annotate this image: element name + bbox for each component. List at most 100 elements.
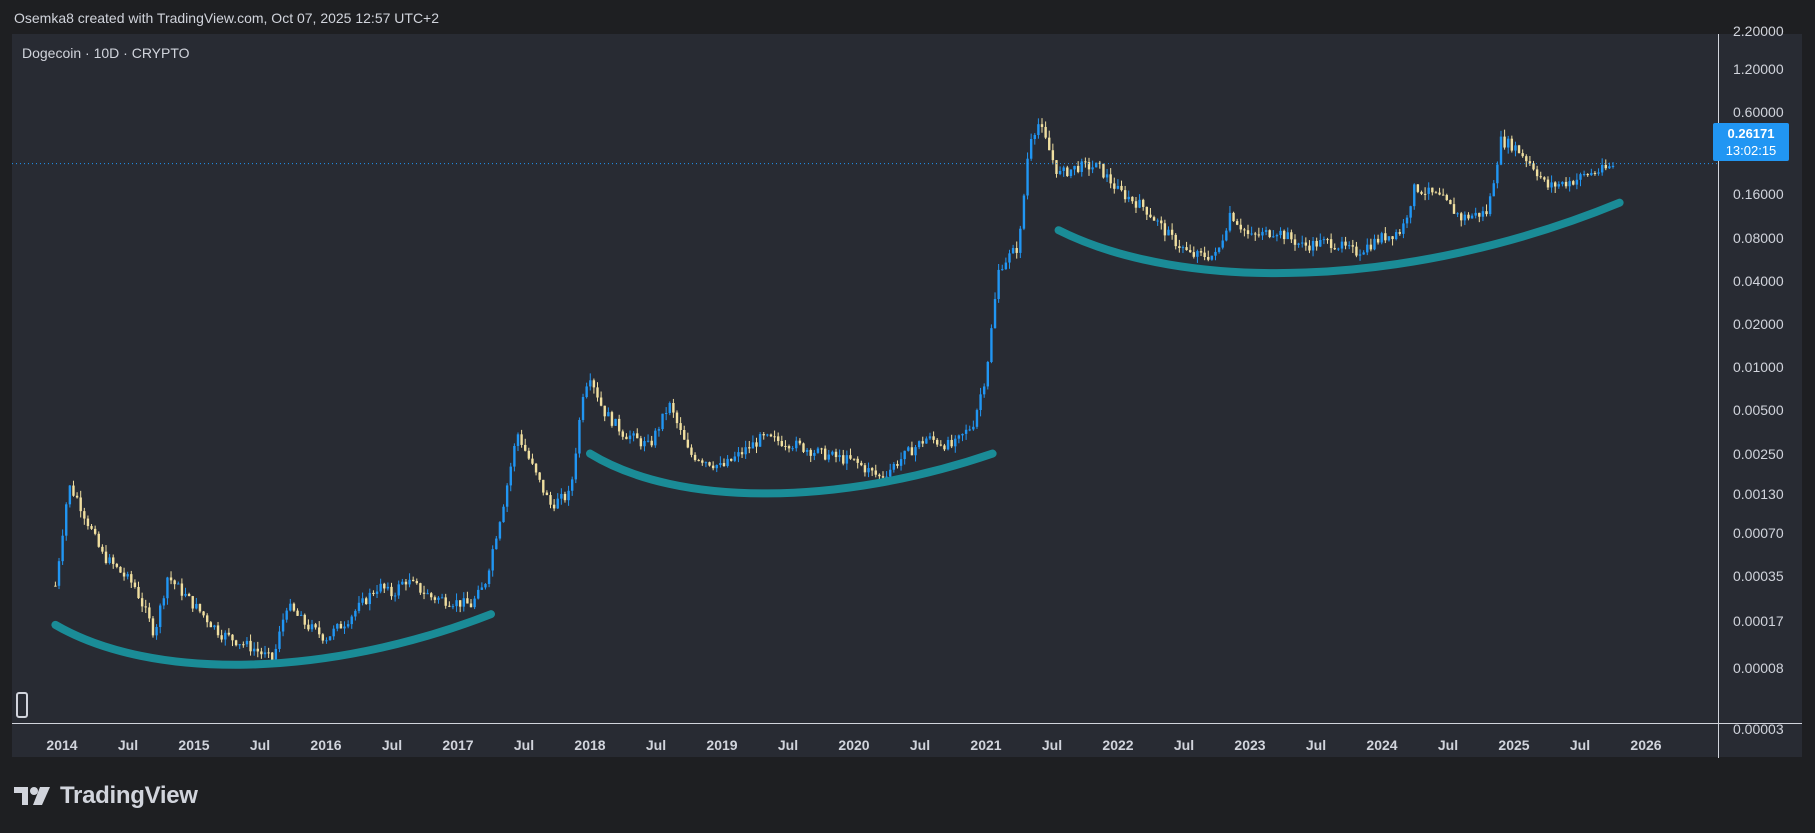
- candle-body[interactable]: [1561, 181, 1564, 185]
- candle-body[interactable]: [939, 444, 943, 446]
- candle-body[interactable]: [68, 485, 72, 505]
- candle-body[interactable]: [617, 418, 621, 432]
- candle-body[interactable]: [372, 592, 375, 595]
- candle-body[interactable]: [1373, 238, 1376, 250]
- candle-body[interactable]: [1066, 167, 1069, 177]
- candle-body[interactable]: [755, 442, 758, 447]
- candle-body[interactable]: [1015, 248, 1018, 253]
- candle-body[interactable]: [589, 380, 592, 387]
- candle-body[interactable]: [621, 431, 624, 437]
- candle-body[interactable]: [307, 624, 310, 630]
- time-axis[interactable]: 2014 Jul 2015 Jul 2016 Jul 2017 Jul 2018 Jul 2019 J…: [12, 723, 1802, 758]
- candle-body[interactable]: [823, 448, 827, 460]
- candle-body[interactable]: [1235, 221, 1239, 225]
- candle-body[interactable]: [1239, 224, 1242, 230]
- candle-body[interactable]: [910, 447, 914, 456]
- candle-body[interactable]: [805, 449, 809, 452]
- candle-body[interactable]: [448, 605, 451, 607]
- candle-body[interactable]: [693, 454, 697, 461]
- candle-body[interactable]: [1301, 242, 1304, 244]
- candle-body[interactable]: [874, 470, 877, 475]
- candle-body[interactable]: [1557, 184, 1561, 187]
- candle-body[interactable]: [534, 463, 538, 473]
- candle-body[interactable]: [878, 474, 881, 477]
- candle-body[interactable]: [1105, 174, 1109, 178]
- candle-body[interactable]: [672, 402, 675, 413]
- candle-body[interactable]: [498, 522, 502, 539]
- candle-body[interactable]: [628, 435, 632, 440]
- candle-body[interactable]: [657, 429, 661, 431]
- candle-body[interactable]: [1398, 232, 1401, 234]
- candle-body[interactable]: [177, 583, 180, 585]
- candle-body[interactable]: [722, 463, 726, 466]
- candle-body[interactable]: [1282, 230, 1286, 240]
- candle-body[interactable]: [1109, 174, 1112, 184]
- candle-body[interactable]: [303, 614, 306, 625]
- candle-body[interactable]: [90, 526, 93, 529]
- candle-body[interactable]: [1087, 162, 1091, 170]
- candle-body[interactable]: [1120, 185, 1123, 191]
- candle-body[interactable]: [1387, 236, 1391, 241]
- candle-body[interactable]: [238, 644, 241, 646]
- candle-body[interactable]: [675, 412, 679, 424]
- candle-body[interactable]: [195, 603, 198, 609]
- candle-body[interactable]: [1445, 195, 1448, 200]
- candle-body[interactable]: [849, 455, 852, 459]
- candle-body[interactable]: [1185, 247, 1188, 251]
- candle-body[interactable]: [936, 439, 939, 445]
- candle-body[interactable]: [122, 572, 126, 577]
- candle-body[interactable]: [202, 611, 205, 616]
- candle-body[interactable]: [914, 447, 917, 456]
- candle-body[interactable]: [1123, 190, 1127, 200]
- candle-body[interactable]: [227, 632, 231, 635]
- candle-body[interactable]: [1333, 248, 1336, 250]
- candle-body[interactable]: [1246, 230, 1250, 235]
- candle-body[interactable]: [954, 438, 957, 447]
- candle-body[interactable]: [299, 614, 303, 616]
- candle-body[interactable]: [292, 603, 296, 611]
- candle-body[interactable]: [607, 412, 610, 417]
- candle-body[interactable]: [191, 596, 194, 609]
- candle-body[interactable]: [711, 465, 715, 469]
- candle-body[interactable]: [1011, 248, 1015, 254]
- candle-body[interactable]: [1029, 139, 1033, 159]
- candle-body[interactable]: [563, 493, 567, 501]
- candle-body[interactable]: [683, 430, 686, 440]
- candle-body[interactable]: [1272, 236, 1275, 238]
- candle-body[interactable]: [361, 598, 364, 603]
- candle-body[interactable]: [542, 479, 545, 493]
- candle-body[interactable]: [1174, 234, 1177, 247]
- candle-body[interactable]: [972, 426, 975, 430]
- candle-body[interactable]: [346, 624, 350, 627]
- candle-body[interactable]: [1304, 242, 1308, 246]
- candle-body[interactable]: [245, 640, 249, 645]
- candle-body[interactable]: [285, 610, 288, 620]
- candle-body[interactable]: [1026, 158, 1029, 196]
- candle-body[interactable]: [881, 476, 885, 478]
- candle-body[interactable]: [917, 441, 921, 448]
- candle-body[interactable]: [119, 566, 122, 573]
- candle-body[interactable]: [643, 441, 646, 447]
- candle-body[interactable]: [1308, 245, 1311, 251]
- candle-body[interactable]: [809, 449, 812, 456]
- candle-body[interactable]: [610, 412, 614, 426]
- tradingview-brand[interactable]: TradingView: [14, 781, 198, 811]
- candle-body[interactable]: [1069, 169, 1073, 177]
- candle-body[interactable]: [1514, 145, 1517, 151]
- candle-body[interactable]: [704, 462, 708, 464]
- candle-body[interactable]: [108, 557, 111, 564]
- candle-body[interactable]: [1051, 150, 1055, 161]
- candle-body[interactable]: [1600, 164, 1604, 173]
- candle-body[interactable]: [1279, 230, 1282, 236]
- candle-body[interactable]: [1427, 187, 1430, 194]
- candle-body[interactable]: [932, 436, 935, 440]
- candle-body[interactable]: [1546, 179, 1550, 188]
- candle-body[interactable]: [198, 603, 202, 612]
- candle-body[interactable]: [1604, 164, 1607, 169]
- candle-body[interactable]: [1250, 233, 1253, 235]
- candle-body[interactable]: [1127, 196, 1130, 200]
- candle-body[interactable]: [1409, 206, 1412, 218]
- candle-body[interactable]: [505, 485, 509, 507]
- candle-body[interactable]: [925, 438, 928, 444]
- candle-body[interactable]: [596, 387, 599, 398]
